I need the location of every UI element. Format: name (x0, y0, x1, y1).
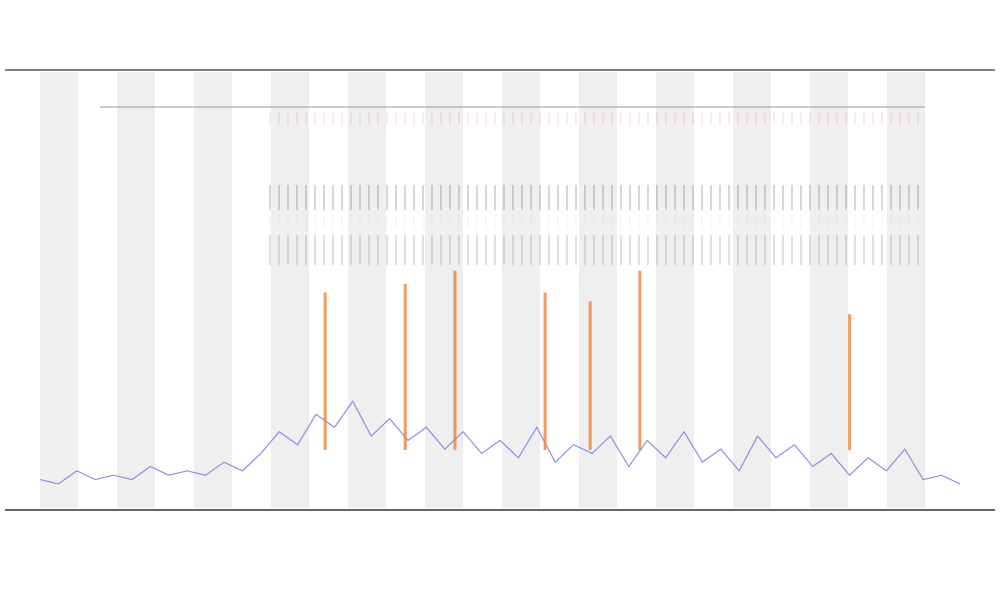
shade-band (117, 72, 155, 508)
shade-band (887, 72, 925, 508)
shade-band (194, 72, 232, 508)
shade-band (40, 72, 78, 508)
shade-band (656, 72, 694, 508)
shade-band (425, 72, 463, 508)
shade-band (579, 72, 617, 508)
shade-band (733, 72, 771, 508)
shade-band (502, 72, 540, 508)
background-bands (40, 72, 925, 508)
data-line (39, 400, 961, 485)
shade-band (348, 72, 386, 508)
shade-band (810, 72, 848, 508)
shade-band (271, 72, 309, 508)
